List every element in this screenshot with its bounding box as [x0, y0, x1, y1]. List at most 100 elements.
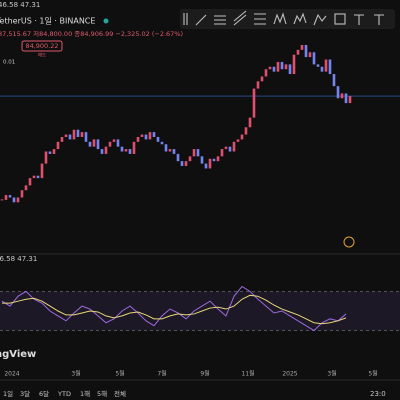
candle [256, 81, 260, 89]
candle [320, 66, 324, 72]
range-button[interactable]: 전체 [114, 389, 126, 398]
drawing-toolbar[interactable] [180, 9, 395, 29]
candle [260, 76, 264, 82]
range-button[interactable]: 6달 [39, 390, 49, 398]
candle [92, 139, 96, 147]
range-button[interactable]: 1해 [80, 389, 90, 398]
candle [100, 149, 104, 154]
candle [252, 88, 256, 118]
candle [108, 141, 112, 147]
candle [88, 141, 92, 147]
rsi-values: 46.58 47.31 [0, 255, 37, 263]
candle [192, 149, 196, 157]
candle [96, 139, 100, 150]
tool-fib[interactable] [254, 13, 266, 25]
time-label: 3월 [71, 370, 80, 378]
candle [116, 139, 120, 147]
tool-note[interactable] [374, 14, 384, 25]
candle [8, 195, 12, 198]
candle [184, 161, 188, 167]
ohlc-line: 87,515.67 저84,800.00 종84,906.99 −2,325.0… [0, 29, 183, 38]
candle [68, 134, 72, 140]
candle [16, 197, 20, 203]
candle [60, 136, 64, 142]
candle [44, 151, 48, 164]
toolbar-bg [180, 9, 395, 29]
time-label: 2024 [4, 371, 19, 378]
candle [64, 134, 68, 137]
candle [164, 144, 168, 152]
range-button[interactable]: 5해 [97, 389, 107, 398]
market-status [103, 18, 109, 24]
tool-shape[interactable] [334, 13, 346, 25]
time-label: 9월 [200, 370, 209, 378]
candle [152, 132, 156, 137]
candle [104, 146, 108, 154]
top-values: 46.58 47.31 [0, 1, 40, 9]
candle [4, 195, 8, 200]
candle [284, 64, 288, 70]
candle [264, 69, 268, 77]
candle [132, 141, 136, 154]
candle [288, 64, 292, 75]
tool-line[interactable] [195, 14, 207, 26]
candle [160, 141, 164, 145]
candle [156, 136, 160, 142]
range-button[interactable]: 1일 [3, 389, 13, 398]
candle [12, 197, 16, 203]
candle [120, 146, 124, 152]
sell-price: 84,900.22 [25, 42, 58, 50]
candle [224, 146, 228, 150]
range-button[interactable]: 3달 [20, 390, 30, 398]
candle [216, 156, 220, 162]
candle [268, 66, 272, 70]
sell-box[interactable] [21, 40, 63, 52]
symbol-title: TetherUS · 1일 · BINANCE [0, 17, 95, 26]
candle [48, 151, 52, 154]
clock: 23:0 [370, 390, 386, 398]
candle [220, 149, 224, 157]
candle [52, 149, 56, 154]
event-icon[interactable] [343, 236, 355, 248]
candle [332, 74, 336, 87]
candle [272, 66, 276, 72]
candle [280, 61, 284, 70]
tool-text[interactable] [354, 14, 364, 25]
tool-wave[interactable] [293, 12, 307, 25]
candle [0, 199, 4, 201]
rsi-line [1, 285, 347, 332]
candle [336, 86, 340, 99]
candle [348, 96, 352, 104]
sell-label: 매도 [38, 52, 46, 59]
candle [24, 185, 28, 191]
candle [28, 178, 32, 186]
candle [248, 117, 252, 128]
time-label: 5월 [368, 370, 377, 378]
candle [304, 45, 308, 58]
candle [172, 149, 176, 154]
logo: ngView [0, 349, 36, 360]
rsi-band [0, 291, 400, 331]
tool-channel[interactable] [233, 10, 247, 26]
candle [292, 54, 296, 75]
candle [328, 59, 332, 75]
tool-forecast[interactable] [313, 13, 327, 26]
candle [76, 129, 80, 137]
candle [196, 149, 200, 157]
candle [124, 149, 128, 152]
time-label: 7월 [157, 370, 166, 378]
time-label: 3월 [327, 370, 336, 378]
tool-hline[interactable] [214, 15, 226, 25]
candle [204, 163, 208, 169]
candle [244, 127, 248, 135]
time-label: 2025 [282, 371, 297, 378]
candle [148, 132, 152, 140]
candle [84, 132, 88, 142]
candle [72, 129, 76, 140]
range-button[interactable]: YTD [57, 390, 71, 398]
tool-pattern[interactable] [273, 12, 287, 25]
toolbar-handle [183, 13, 188, 25]
candle [236, 139, 240, 142]
candle [324, 59, 328, 72]
